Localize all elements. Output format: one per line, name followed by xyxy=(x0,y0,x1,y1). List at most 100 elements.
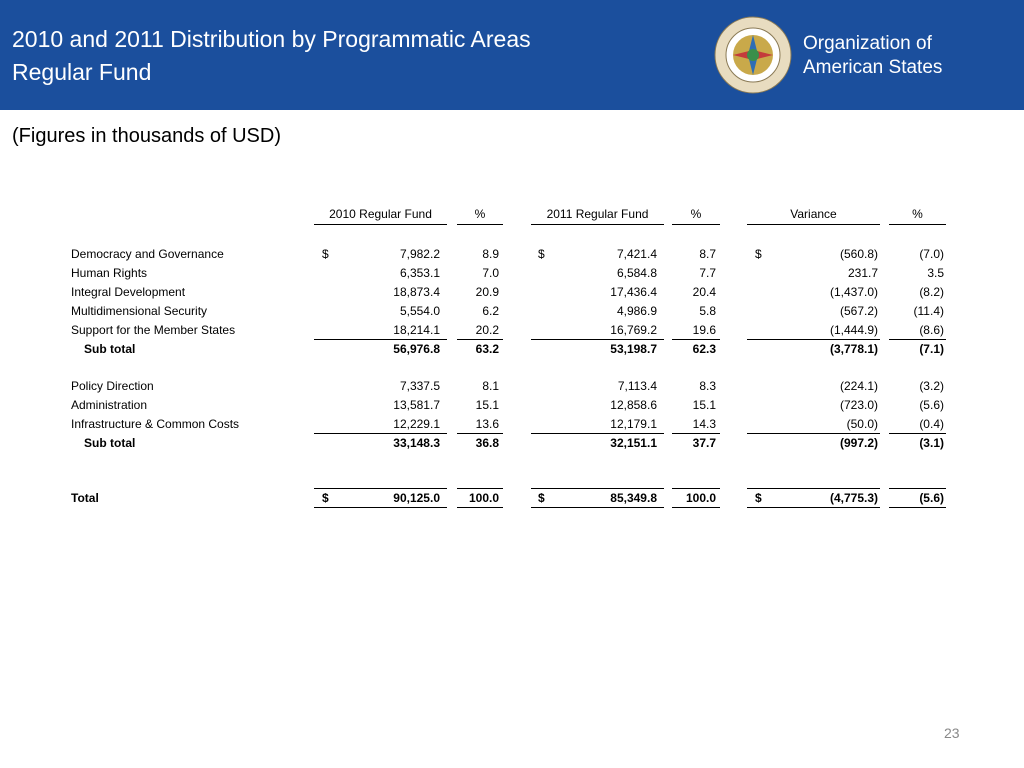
value-cell: 63.2 xyxy=(475,342,499,356)
rule-above xyxy=(314,339,447,340)
rule-above xyxy=(889,339,946,340)
value-cell: 56,976.8 xyxy=(393,342,440,356)
value-cell: (567.2) xyxy=(839,304,878,318)
rule-above xyxy=(457,433,503,434)
value-cell: 6,353.1 xyxy=(399,266,440,280)
value-cell: 7.0 xyxy=(482,266,499,280)
rule-above xyxy=(747,433,880,434)
rule-above xyxy=(672,433,720,434)
value-cell: 53,198.7 xyxy=(610,342,657,356)
rule-above xyxy=(889,488,946,489)
value-cell: 90,125.0 xyxy=(393,491,440,505)
value-cell: (1,444.9) xyxy=(829,323,878,337)
rule-above xyxy=(747,339,880,340)
page-number: 23 xyxy=(944,725,960,741)
currency-sign: $ xyxy=(322,247,329,261)
value-cell: 7,337.5 xyxy=(399,379,440,393)
value-cell: 7.7 xyxy=(699,266,716,280)
value-cell: 5.8 xyxy=(699,304,716,318)
rule-below xyxy=(747,507,880,508)
row-label: Human Rights xyxy=(71,266,148,280)
currency-sign: $ xyxy=(755,247,762,261)
value-cell: 19.6 xyxy=(692,323,716,337)
rule-above xyxy=(531,488,664,489)
value-cell: 3.5 xyxy=(927,266,944,280)
value-cell: (7.0) xyxy=(919,247,944,261)
value-cell: (560.8) xyxy=(839,247,878,261)
value-cell: 17,436.4 xyxy=(610,285,657,299)
value-cell: 18,873.4 xyxy=(393,285,440,299)
column-header: % xyxy=(474,207,486,221)
row-label: Total xyxy=(71,491,99,505)
value-cell: 20.9 xyxy=(475,285,499,299)
subtitle: (Figures in thousands of USD) xyxy=(12,125,282,147)
value-cell: (997.2) xyxy=(839,436,878,450)
value-cell: (3.1) xyxy=(919,436,944,450)
row-label: Policy Direction xyxy=(71,379,154,393)
value-cell: 8.3 xyxy=(699,379,716,393)
value-cell: 12,179.1 xyxy=(610,417,657,431)
value-cell: 4,986.9 xyxy=(616,304,657,318)
column-header: 2011 Regular Fund xyxy=(546,207,649,221)
value-cell: 7,982.2 xyxy=(399,247,440,261)
row-label: Integral Development xyxy=(71,285,186,299)
value-cell: 37.7 xyxy=(692,436,716,450)
value-cell: 85,349.8 xyxy=(610,491,657,505)
logo-text: Organization of xyxy=(803,33,932,54)
value-cell: (8.2) xyxy=(919,285,944,299)
value-cell: (3.2) xyxy=(919,379,944,393)
column-header: % xyxy=(912,207,923,221)
value-cell: 6,584.8 xyxy=(616,266,657,280)
column-header: 2010 Regular Fund xyxy=(329,207,432,221)
value-cell: 20.2 xyxy=(475,323,499,337)
value-cell: (1,437.0) xyxy=(829,285,878,299)
currency-sign: $ xyxy=(538,491,545,505)
value-cell: (50.0) xyxy=(846,417,878,431)
currency-sign: $ xyxy=(322,491,329,505)
value-cell: 12,858.6 xyxy=(610,398,657,412)
header-rule xyxy=(889,224,946,225)
header-rule xyxy=(314,224,447,225)
value-cell: (8.6) xyxy=(919,323,944,337)
value-cell: (723.0) xyxy=(839,398,878,412)
value-cell: 36.8 xyxy=(475,436,499,450)
value-cell: (0.4) xyxy=(919,417,944,431)
row-label: Support for the Member States xyxy=(71,323,236,337)
value-cell: 33,148.3 xyxy=(393,436,440,450)
logo-emblem xyxy=(714,16,792,94)
value-cell: 8.7 xyxy=(699,247,716,261)
value-cell: (5.6) xyxy=(919,398,944,412)
rule-above xyxy=(747,488,880,489)
currency-sign: $ xyxy=(755,491,762,505)
header-rule xyxy=(672,224,720,225)
title-line: 2010 and 2011 Distribution by Programmat… xyxy=(12,26,531,52)
rule-above xyxy=(672,488,720,489)
value-cell: 7,113.4 xyxy=(617,379,657,393)
row-label: Infrastructure & Common Costs xyxy=(71,417,240,431)
rule-above xyxy=(672,339,720,340)
rule-above xyxy=(889,433,946,434)
value-cell: 20.4 xyxy=(692,285,716,299)
value-cell: 14.3 xyxy=(692,417,716,431)
value-cell: (224.1) xyxy=(839,379,878,393)
logo-text: American States xyxy=(803,57,943,78)
value-cell: 15.1 xyxy=(475,398,499,412)
value-cell: 62.3 xyxy=(692,342,716,356)
header-rule xyxy=(531,224,664,225)
value-cell: 6.2 xyxy=(482,304,499,318)
value-cell: 12,229.1 xyxy=(393,417,440,431)
value-cell: 18,214.1 xyxy=(393,323,440,337)
row-label: Sub total xyxy=(84,342,136,356)
rule-above xyxy=(457,339,503,340)
rule-below xyxy=(531,507,664,508)
header-rule xyxy=(457,224,503,225)
value-cell: 100.0 xyxy=(468,491,499,505)
value-cell: 100.0 xyxy=(685,491,716,505)
value-cell: 8.9 xyxy=(482,247,499,261)
rule-above xyxy=(531,339,664,340)
rule-below xyxy=(457,507,503,508)
value-cell: (4,775.3) xyxy=(829,491,878,505)
rule-above xyxy=(314,488,447,489)
value-cell: 13,581.7 xyxy=(393,398,440,412)
